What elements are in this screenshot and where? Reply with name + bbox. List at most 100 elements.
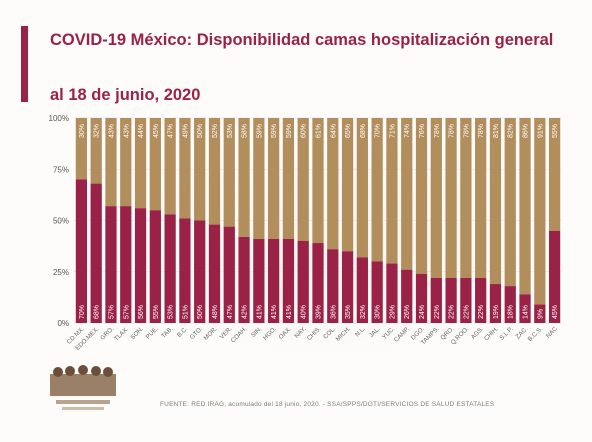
- bar-segment-occupied: [548, 230, 561, 323]
- page-title: COVID-19 México: Disponibilidad camas ho…: [50, 31, 554, 49]
- bar-segment-occupied: [475, 277, 487, 323]
- bar-segment-occupied: [371, 261, 383, 323]
- bar-segment-available: [489, 118, 502, 285]
- bar-segment-available: [504, 118, 516, 287]
- data-label-occupied: 30%: [375, 305, 382, 319]
- bar-segment-occupied: [120, 206, 132, 323]
- bar-segment-available: [341, 118, 354, 252]
- data-label-occupied: 57%: [108, 305, 115, 319]
- data-label-available: 43%: [108, 124, 115, 138]
- x-category-label: B.C.S.: [527, 325, 545, 343]
- bar-segment-occupied: [164, 214, 176, 323]
- bar-segment-occupied: [489, 284, 502, 323]
- bar-segment-available: [460, 118, 472, 278]
- bar-segment-occupied: [341, 251, 354, 323]
- bar-segment-occupied: [208, 224, 221, 323]
- bar-segment-available: [475, 118, 487, 278]
- bar-segment-occupied: [194, 220, 206, 323]
- data-label-occupied: 35%: [345, 305, 352, 319]
- data-label-available: 65%: [345, 124, 352, 138]
- bar-segment-occupied: [223, 226, 235, 323]
- bar-segment-occupied: [504, 286, 516, 323]
- data-label-occupied: 68%: [94, 305, 101, 319]
- data-label-available: 78%: [478, 124, 485, 138]
- bar-segment-available: [238, 118, 250, 237]
- data-label-available: 43%: [123, 124, 130, 138]
- data-label-available: 74%: [404, 124, 411, 138]
- data-label-available: 91%: [537, 124, 544, 138]
- data-label-occupied: 42%: [242, 305, 249, 319]
- bar-segment-occupied: [105, 206, 117, 323]
- bar-segment-occupied: [519, 294, 531, 323]
- bar-segment-available: [534, 118, 546, 305]
- data-label-occupied: 41%: [256, 305, 263, 319]
- data-label-occupied: 50%: [197, 305, 204, 319]
- x-category-label: TAB.: [160, 325, 175, 340]
- x-category-label: GRO.: [99, 325, 115, 341]
- bar-segment-available: [208, 118, 221, 225]
- data-label-occupied: 32%: [360, 305, 367, 319]
- data-label-available: 50%: [197, 124, 204, 138]
- bar-segment-available: [268, 118, 280, 239]
- bar-segment-available: [312, 118, 324, 244]
- title-accent-bar: [21, 26, 28, 102]
- bar-segment-available: [90, 118, 102, 184]
- data-label-occupied: 14%: [523, 305, 530, 319]
- bar-segment-occupied: [297, 241, 309, 323]
- y-tick-label: 0%: [57, 319, 69, 328]
- data-label-occupied: 41%: [286, 305, 293, 319]
- data-label-available: 78%: [449, 124, 456, 138]
- bar-segment-occupied: [179, 218, 191, 323]
- data-label-occupied: 53%: [168, 305, 175, 319]
- y-tick-label: 100%: [49, 114, 69, 123]
- data-label-available: 45%: [153, 124, 160, 138]
- bar-segment-available: [120, 118, 132, 207]
- x-category-label: N.L.: [354, 325, 367, 338]
- bar-segment-occupied: [282, 238, 295, 323]
- data-label-occupied: 41%: [271, 305, 278, 319]
- data-label-available: 55%: [552, 124, 559, 138]
- data-label-occupied: 22%: [463, 305, 470, 319]
- government-logo-icon: [50, 365, 116, 410]
- bar-segment-occupied: [327, 249, 339, 323]
- data-label-available: 70%: [375, 124, 382, 138]
- bar-segment-available: [253, 118, 265, 239]
- x-category-label: OAX.: [277, 325, 293, 341]
- x-category-label: CHIH.: [483, 325, 500, 342]
- data-label-occupied: 55%: [153, 305, 160, 319]
- x-category-label: S.L.P.: [498, 325, 514, 341]
- bar-segment-available: [430, 118, 442, 278]
- x-category-label: SON.: [129, 325, 145, 341]
- bar-segment-occupied: [401, 269, 413, 323]
- y-tick-label: 50%: [53, 217, 69, 226]
- x-category-label: HGO.: [262, 325, 278, 341]
- data-label-available: 71%: [389, 124, 396, 138]
- data-label-available: 61%: [316, 124, 323, 138]
- bar-segment-available: [75, 118, 88, 180]
- data-label-occupied: 40%: [301, 305, 308, 319]
- bar-segment-available: [282, 118, 295, 239]
- data-label-available: 30%: [79, 124, 86, 138]
- data-label-occupied: 47%: [227, 305, 234, 319]
- bar-segment-occupied: [460, 277, 472, 323]
- bar-segment-occupied: [534, 304, 546, 323]
- data-label-occupied: 36%: [330, 305, 337, 319]
- page-subtitle: al 18 de junio, 2020: [50, 86, 201, 104]
- data-label-occupied: 48%: [212, 305, 219, 319]
- x-category-label: COAH.: [230, 325, 249, 344]
- data-label-available: 53%: [227, 124, 234, 138]
- x-category-label: MICH.: [335, 325, 353, 343]
- bar-segment-available: [164, 118, 176, 215]
- data-label-occupied: 22%: [434, 305, 441, 319]
- x-category-label: GTO.: [189, 325, 205, 341]
- bar-segment-occupied: [430, 277, 442, 323]
- x-category-label: MOR.: [203, 325, 220, 342]
- x-category-label: B.C.: [176, 325, 190, 339]
- data-label-available: 47%: [168, 124, 175, 138]
- x-category-label: NAC: [545, 325, 560, 340]
- data-label-occupied: 57%: [123, 305, 130, 319]
- bar-segment-available: [179, 118, 191, 219]
- bar-segment-available: [415, 118, 428, 274]
- data-label-available: 76%: [419, 124, 426, 138]
